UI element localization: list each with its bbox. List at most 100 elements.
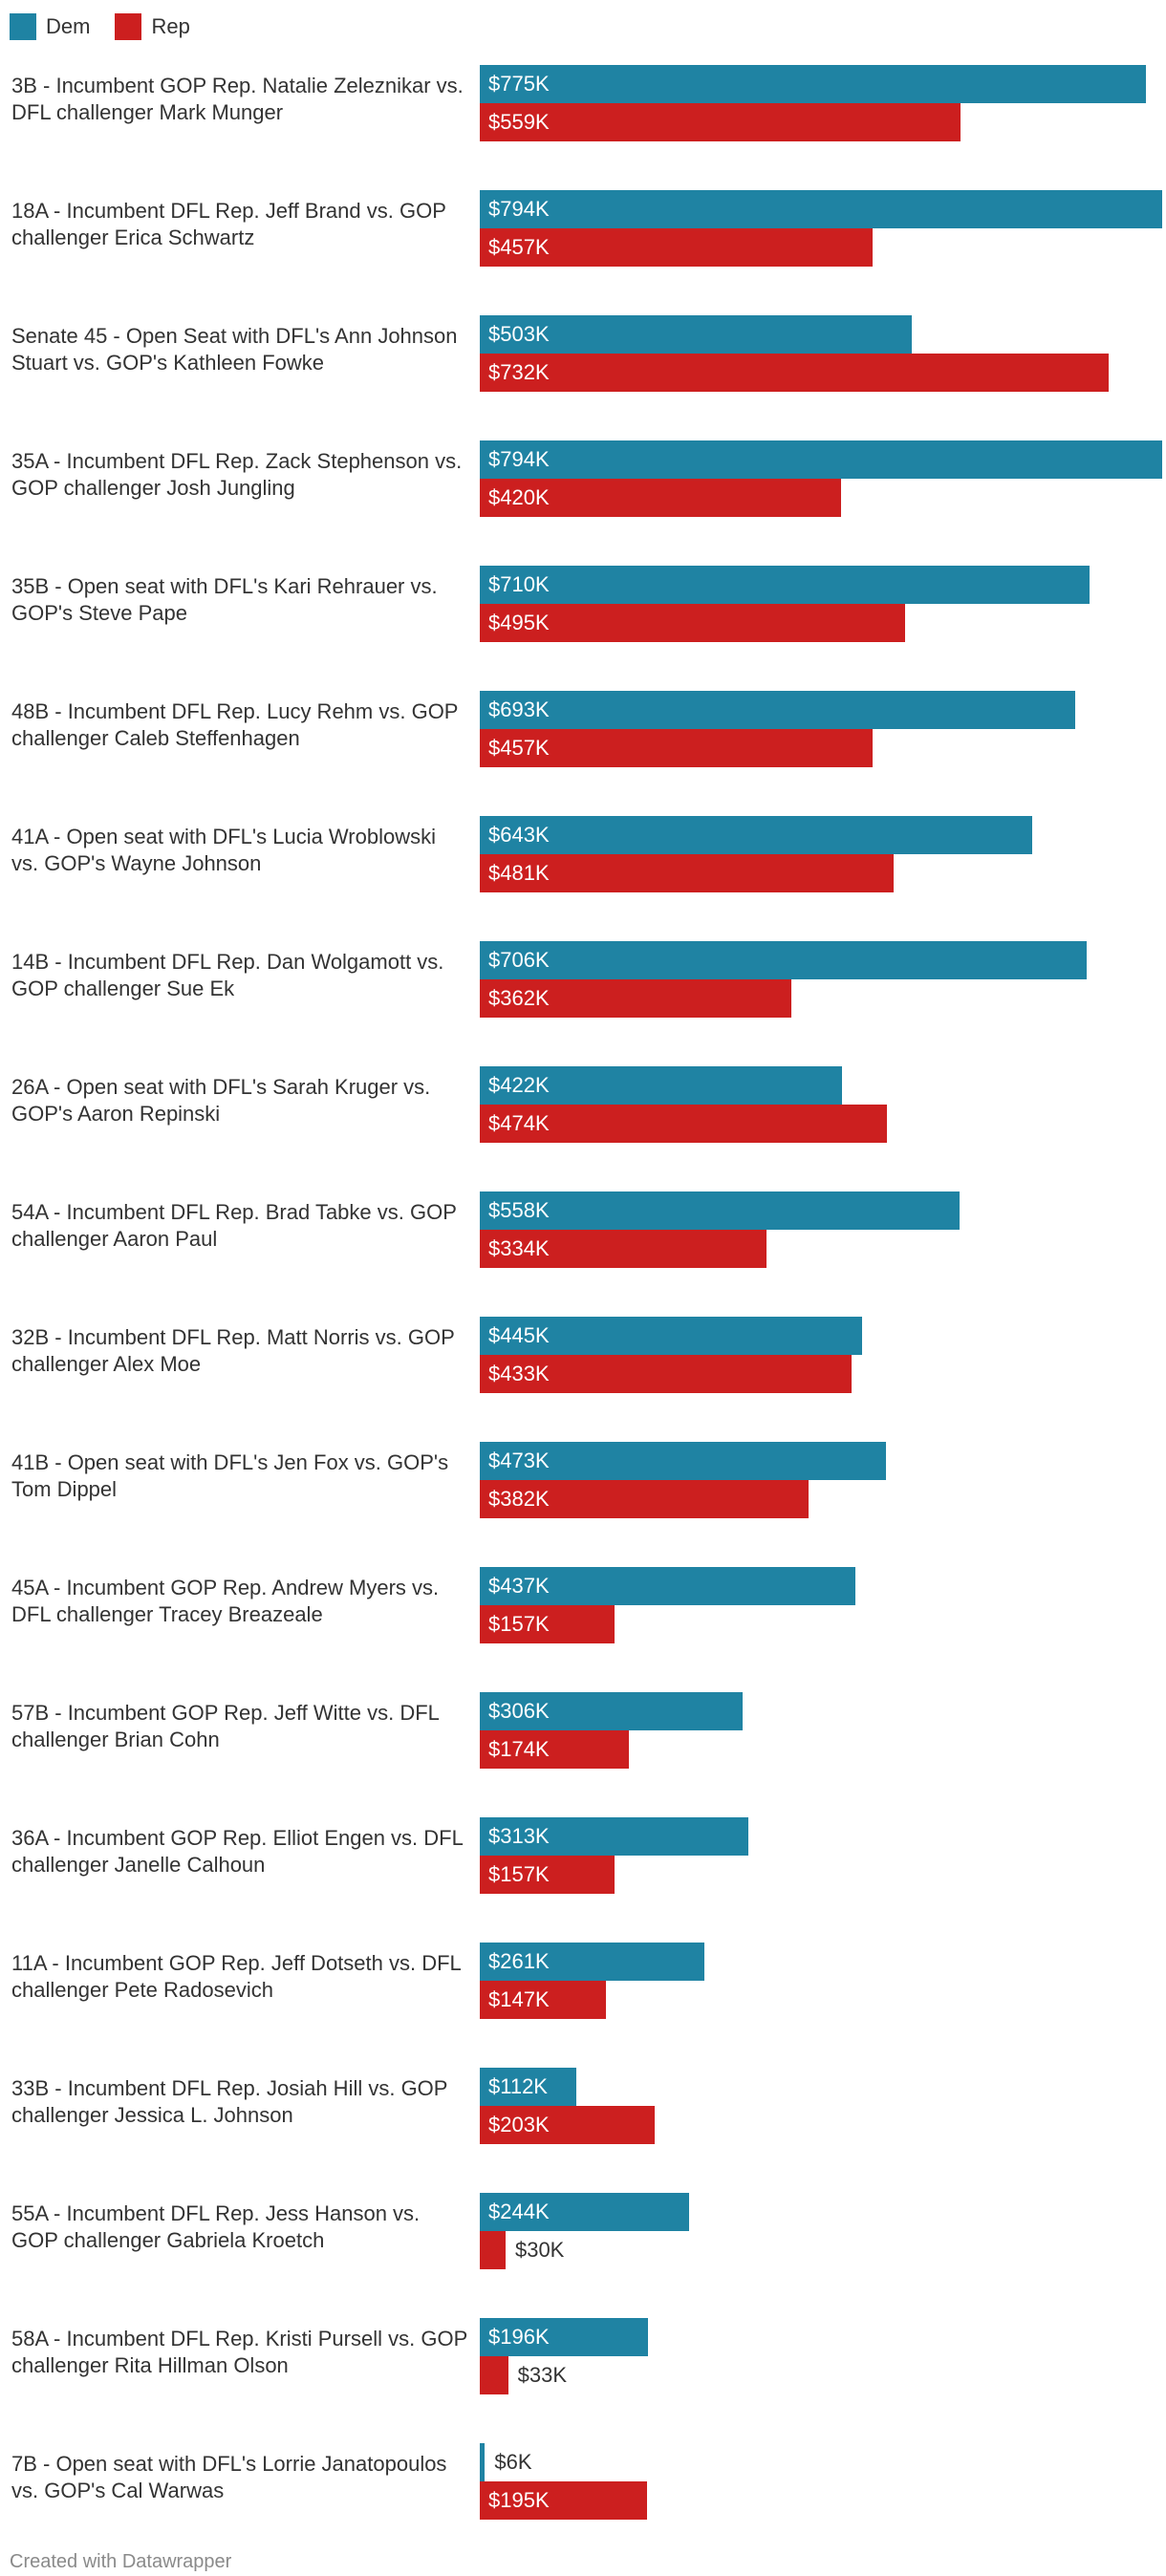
rep-value-label: $157K bbox=[488, 1612, 550, 1636]
dem-bar bbox=[480, 1692, 744, 1730]
dem-value-label: $306K bbox=[488, 1699, 550, 1723]
legend-swatch bbox=[115, 13, 142, 40]
rep-bar bbox=[480, 979, 791, 1018]
dem-bar bbox=[480, 1442, 887, 1480]
race-row: 35B - Open seat with DFL's Kari Rehrauer… bbox=[0, 566, 1166, 644]
dem-value-label: $794K bbox=[488, 197, 550, 221]
legend-label: Dem bbox=[46, 14, 91, 38]
rep-value-label: $334K bbox=[488, 1236, 550, 1260]
race-label: 35B - Open seat with DFL's Kari Rehrauer… bbox=[11, 574, 438, 625]
dem-bar bbox=[480, 1567, 855, 1605]
dem-value-label: $503K bbox=[488, 322, 550, 346]
rep-bar bbox=[480, 1355, 853, 1393]
dem-bar bbox=[480, 1191, 960, 1230]
race-row: 54A - Incumbent DFL Rep. Brad Tabke vs. … bbox=[0, 1191, 1166, 1270]
dem-bar bbox=[480, 65, 1146, 103]
race-label: 36A - Incumbent GOP Rep. Elliot Engen vs… bbox=[11, 1826, 464, 1877]
race-row: 36A - Incumbent GOP Rep. Elliot Engen vs… bbox=[0, 1817, 1166, 1896]
race-label: 57B - Incumbent GOP Rep. Jeff Witte vs. … bbox=[11, 1701, 440, 1751]
dem-bar bbox=[480, 1066, 843, 1105]
dem-bar bbox=[480, 2443, 486, 2481]
rep-value-label: $495K bbox=[488, 611, 550, 634]
dem-bar bbox=[480, 1317, 863, 1355]
dem-bar bbox=[480, 190, 1162, 228]
dem-bar bbox=[480, 691, 1076, 729]
rep-bar bbox=[480, 1856, 615, 1894]
dem-value-label: $445K bbox=[488, 1323, 550, 1347]
rep-value-label: $481K bbox=[488, 861, 550, 885]
dem-value-label: $693K bbox=[488, 698, 550, 721]
rep-bar bbox=[480, 2481, 648, 2520]
dem-value-label: $473K bbox=[488, 1449, 550, 1472]
dem-bar bbox=[480, 816, 1033, 854]
race-row: 26A - Open seat with DFL's Sarah Kruger … bbox=[0, 1066, 1166, 1145]
race-label: 32B - Incumbent DFL Rep. Matt Norris vs.… bbox=[11, 1325, 455, 1376]
race-label: 48B - Incumbent DFL Rep. Lucy Rehm vs. G… bbox=[11, 699, 459, 750]
dem-bar bbox=[480, 2068, 576, 2106]
dem-value-label: $706K bbox=[488, 948, 550, 972]
dem-value-label: $558K bbox=[488, 1198, 550, 1222]
race-row: 48B - Incumbent DFL Rep. Lucy Rehm vs. G… bbox=[0, 691, 1166, 769]
dem-value-label: $261K bbox=[488, 1949, 550, 1973]
dem-value-label: $643K bbox=[488, 823, 550, 847]
rep-value-label: $433K bbox=[488, 1362, 550, 1385]
dem-bar bbox=[480, 2193, 690, 2231]
rep-bar bbox=[480, 479, 841, 517]
race-label: 35A - Incumbent DFL Rep. Zack Stephenson… bbox=[11, 449, 463, 500]
rep-value-label: $559K bbox=[488, 110, 550, 134]
rep-value-label: $174K bbox=[488, 1737, 550, 1761]
dem-bar bbox=[480, 2318, 649, 2356]
rep-value-label: $457K bbox=[488, 235, 550, 259]
rep-bar bbox=[480, 854, 894, 892]
race-label: 41B - Open seat with DFL's Jen Fox vs. G… bbox=[11, 1450, 449, 1501]
rep-value-label: $457K bbox=[488, 736, 550, 760]
rep-value-label: $362K bbox=[488, 986, 550, 1010]
dem-bar bbox=[480, 1817, 749, 1856]
race-row: 57B - Incumbent GOP Rep. Jeff Witte vs. … bbox=[0, 1692, 1166, 1771]
dem-value-label: $775K bbox=[488, 72, 550, 96]
rep-value-label: $420K bbox=[488, 485, 550, 509]
rep-bar bbox=[480, 2356, 508, 2394]
race-row: 11A - Incumbent GOP Rep. Jeff Dotseth vs… bbox=[0, 1943, 1166, 2021]
dem-value-label: $313K bbox=[488, 1824, 550, 1848]
dem-value-label: $422K bbox=[488, 1073, 550, 1097]
race-row: 45A - Incumbent GOP Rep. Andrew Myers vs… bbox=[0, 1567, 1166, 1645]
rep-bar bbox=[480, 2106, 655, 2144]
race-row: 35A - Incumbent DFL Rep. Zack Stephenson… bbox=[0, 440, 1166, 519]
race-label: 26A - Open seat with DFL's Sarah Kruger … bbox=[11, 1075, 431, 1126]
rep-bar bbox=[480, 1730, 630, 1769]
legend-item-rep: Rep bbox=[115, 13, 190, 40]
race-label: 7B - Open seat with DFL's Lorrie Janatop… bbox=[11, 2452, 447, 2502]
dem-bar bbox=[480, 941, 1087, 979]
race-label: 58A - Incumbent DFL Rep. Kristi Pursell … bbox=[11, 2327, 467, 2377]
legend: Dem Rep bbox=[10, 12, 215, 41]
race-label: 3B - Incumbent GOP Rep. Natalie Zeleznik… bbox=[11, 74, 464, 124]
rep-value-label: $203K bbox=[488, 2113, 550, 2136]
rep-value-label: $732K bbox=[488, 360, 550, 384]
dem-bar bbox=[480, 566, 1090, 604]
legend-item-dem: Dem bbox=[10, 13, 90, 40]
race-label: 11A - Incumbent GOP Rep. Jeff Dotseth vs… bbox=[11, 1951, 461, 2002]
legend-label: Rep bbox=[151, 14, 190, 38]
dem-bar bbox=[480, 315, 913, 354]
race-label: 14B - Incumbent DFL Rep. Dan Wolgamott v… bbox=[11, 950, 444, 1000]
rep-bar bbox=[480, 1981, 607, 2019]
rep-bar bbox=[480, 1480, 809, 1518]
race-label: 45A - Incumbent GOP Rep. Andrew Myers vs… bbox=[11, 1576, 440, 1626]
dem-value-label: $710K bbox=[488, 572, 550, 596]
race-row: 7B - Open seat with DFL's Lorrie Janatop… bbox=[0, 2443, 1166, 2522]
race-label: 54A - Incumbent DFL Rep. Brad Tabke vs. … bbox=[11, 1200, 457, 1251]
race-label: 55A - Incumbent DFL Rep. Jess Hanson vs.… bbox=[11, 2201, 421, 2252]
race-row: 14B - Incumbent DFL Rep. Dan Wolgamott v… bbox=[0, 941, 1166, 1020]
rep-value-label: $147K bbox=[488, 1987, 550, 2011]
race-row: Senate 45 - Open Seat with DFL's Ann Joh… bbox=[0, 315, 1166, 394]
dem-value-label: $196K bbox=[488, 2325, 550, 2349]
rep-value-label: $382K bbox=[488, 1487, 550, 1511]
rep-value-label: $30K bbox=[514, 2238, 565, 2262]
rep-bar bbox=[480, 1230, 767, 1268]
rep-bar bbox=[480, 1605, 615, 1643]
race-row: 58A - Incumbent DFL Rep. Kristi Pursell … bbox=[0, 2318, 1166, 2396]
race-row: 3B - Incumbent GOP Rep. Natalie Zeleznik… bbox=[0, 65, 1166, 143]
dem-value-label: $6K bbox=[494, 2450, 532, 2474]
race-label: 41A - Open seat with DFL's Lucia Wroblow… bbox=[11, 825, 436, 875]
